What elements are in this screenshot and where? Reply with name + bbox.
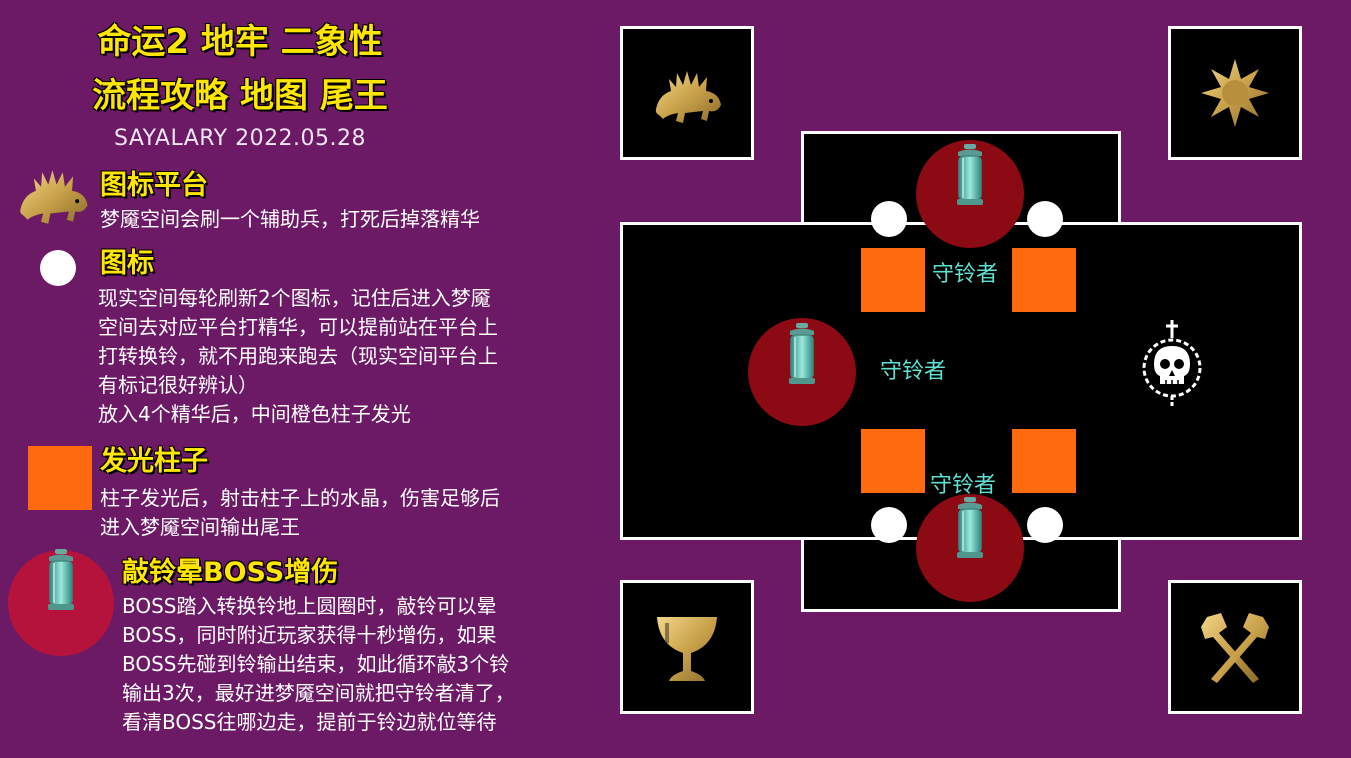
lantern-icon <box>956 496 984 559</box>
corner-panel-bottom-right <box>1168 580 1302 714</box>
lantern-icon <box>47 548 75 611</box>
pillar-top-left <box>861 248 925 312</box>
icon-dot-bottom-left <box>871 507 907 543</box>
page-title-line1: 命运2 地牢 二象性 <box>97 22 383 62</box>
legend-pillar-text: 柱子发光后，射击柱子上的水晶，伤害足够后 进入梦魇空间输出尾王 <box>100 486 500 539</box>
skull-icon <box>1142 320 1202 408</box>
legend-icon-text: 现实空间每轮刷新2个图标，记住后进入梦魇 空间去对应平台打精华，可以提前站在平台… <box>98 286 498 426</box>
page-title-line2: 流程攻略 地图 尾王 <box>92 76 388 116</box>
corner-panel-top-right <box>1168 26 1302 160</box>
keeper-label-bottom: 守铃者 <box>930 473 997 498</box>
sun-icon <box>1201 59 1269 127</box>
corner-panel-bottom-left <box>620 580 754 714</box>
corner-panel-top-left <box>620 26 754 160</box>
lantern-icon <box>788 322 816 385</box>
legend-pillar-heading: 发光柱子 <box>100 446 208 477</box>
keeper-label-left: 守铃者 <box>880 359 947 384</box>
legend-icon-platform-heading: 图标平台 <box>100 170 208 201</box>
lantern-icon <box>956 143 984 206</box>
pillar-bottom-left <box>861 429 925 493</box>
icon-dot-bottom-right <box>1027 507 1063 543</box>
beast-icon <box>655 71 721 123</box>
white-dot-icon <box>40 250 76 286</box>
keeper-label-top: 守铃者 <box>932 262 999 287</box>
pillar-bottom-right <box>1012 429 1076 493</box>
icon-dot-top-left <box>871 201 907 237</box>
pillar-top-right <box>1012 248 1076 312</box>
crossed-axes-icon <box>1201 613 1269 683</box>
legend-icon-platform-text: 梦魇空间会刷一个辅助兵，打死后掉落精华 <box>100 207 480 231</box>
icon-dot-top-right <box>1027 201 1063 237</box>
chalice-icon <box>657 617 717 681</box>
legend-icon-heading: 图标 <box>100 248 154 279</box>
legend-bell-heading: 敲铃晕BOSS增伤 <box>122 557 339 588</box>
legend-bell-text: BOSS踏入转换铃地上圆圈时，敲铃可以晕 BOSS，同时附近玩家获得十秒增伤，如… <box>122 594 515 734</box>
author-date: SAYALARY 2022.05.28 <box>113 126 367 151</box>
beast-icon <box>20 170 88 224</box>
orange-pillar-icon <box>28 446 92 510</box>
